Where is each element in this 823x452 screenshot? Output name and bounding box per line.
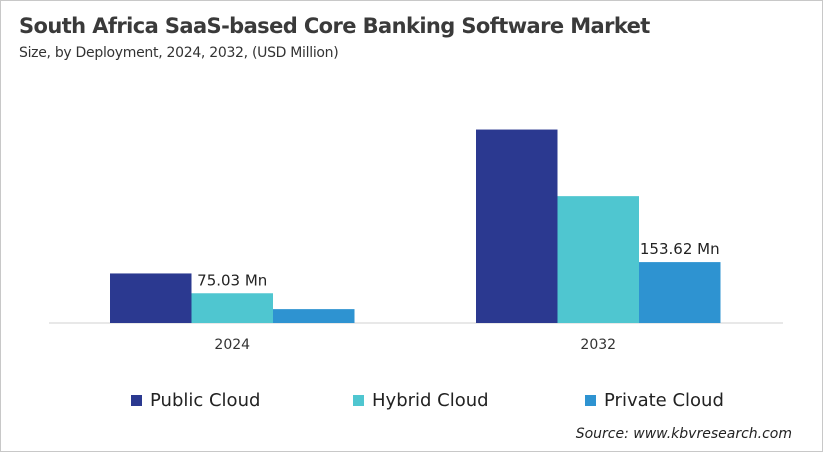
legend-swatch <box>131 395 142 406</box>
legend-item-public-cloud: Public Cloud <box>131 390 260 411</box>
legend-label: Private Cloud <box>604 390 724 411</box>
legend-item-private-cloud: Private Cloud <box>585 390 724 411</box>
data-label: 75.03 Mn <box>197 271 267 289</box>
data-label: 153.62 Mn <box>640 240 720 258</box>
legend-label: Hybrid Cloud <box>372 390 489 411</box>
legend-item-hybrid-cloud: Hybrid Cloud <box>353 390 489 411</box>
x-tick-label: 2032 <box>580 337 616 353</box>
chart-subtitle: Size, by Deployment, 2024, 2032, (USD Mi… <box>19 45 339 61</box>
bar-hybrid-cloud-2024 <box>191 293 273 323</box>
bar-private-cloud-2024 <box>273 309 355 323</box>
legend-label: Public Cloud <box>150 390 261 411</box>
chart-title: South Africa SaaS-based Core Banking Sof… <box>19 14 650 38</box>
bar-public-cloud-2024 <box>110 273 192 323</box>
source-note: Source: www.kbvresearch.com <box>575 426 792 442</box>
bar-public-cloud-2032 <box>476 129 558 323</box>
x-tick-label: 2024 <box>214 337 250 353</box>
legend-swatch <box>353 395 364 406</box>
legend-swatch <box>585 395 596 406</box>
bar-private-cloud-2032 <box>639 262 721 323</box>
bar-hybrid-cloud-2032 <box>557 196 639 323</box>
